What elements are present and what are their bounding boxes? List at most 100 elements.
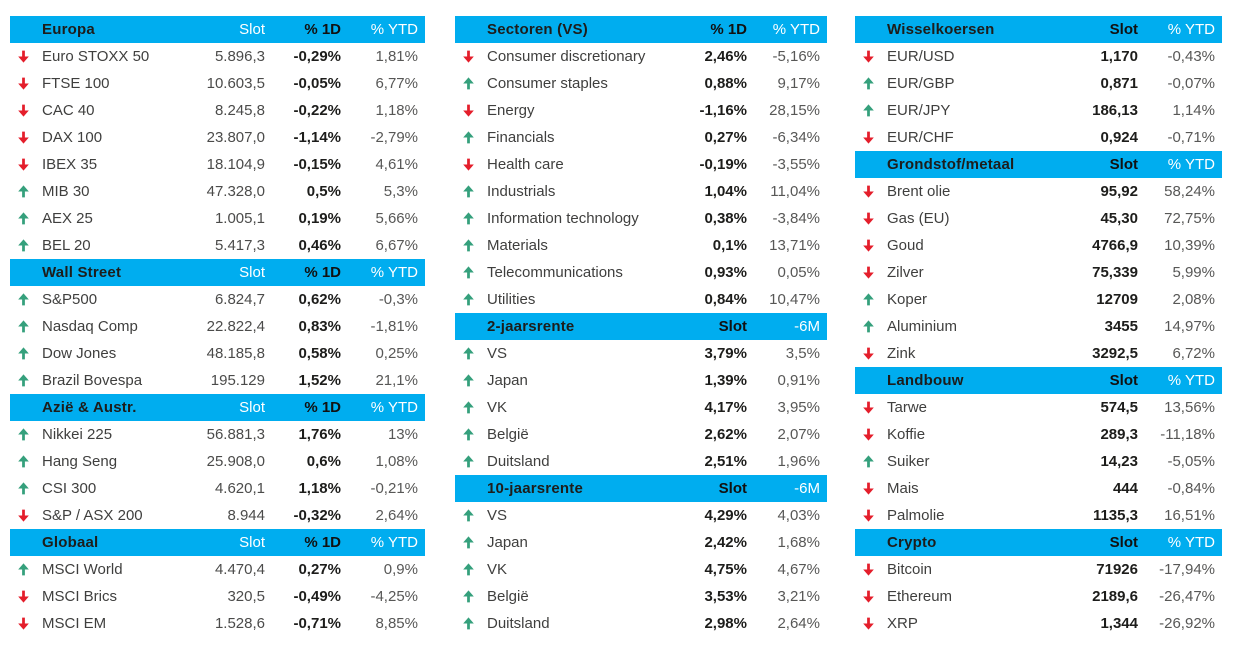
value-cell: 1,96% [777, 453, 820, 470]
value-cell: 75,339 [1092, 264, 1138, 281]
instrument-name: Nikkei 225 [42, 426, 113, 443]
up-arrow-icon [855, 291, 887, 308]
value-cell: 23.807,0 [206, 129, 265, 146]
table-row: Zilver 75,339 5,99% [855, 259, 1222, 286]
section-title: Grondstof/metaal [887, 156, 1015, 173]
value-cell: 10.603,5 [206, 75, 265, 92]
section: 2-jaarsrente Slot -6M VS 3,79% 3,5% Japan 1,39%… [455, 313, 827, 475]
up-arrow-icon [455, 264, 487, 281]
up-arrow-icon [855, 102, 887, 119]
table-row: Brazil Bovespa 195.129 1,52% 21,1% [10, 367, 425, 394]
instrument-name: Zilver [887, 264, 924, 281]
instrument-name: Nasdaq Comp [42, 318, 138, 335]
value-cell: 6.824,7 [214, 291, 265, 308]
instrument-name: AEX 25 [42, 210, 93, 227]
value-cell: 5,3% [383, 183, 418, 200]
down-arrow-icon [10, 48, 42, 65]
value-cell: 1.528,6 [214, 615, 265, 632]
up-arrow-icon [455, 345, 487, 362]
value-cell: -0,22% [293, 102, 341, 119]
table-row: MSCI EM 1.528,6 -0,71% 8,85% [10, 610, 425, 637]
instrument-name: Brent olie [887, 183, 951, 200]
table-row: Bitcoin 71926 -17,94% [855, 556, 1222, 583]
instrument-name: Health care [487, 156, 564, 173]
down-arrow-icon [10, 615, 42, 632]
value-cell: 8.944 [227, 507, 265, 524]
value-cell: -0,29% [293, 48, 341, 65]
value-cell: 3,79% [704, 345, 747, 362]
instrument-name: Koffie [887, 426, 926, 443]
column-header: % YTD [370, 534, 418, 551]
value-cell: 1,14% [1172, 102, 1215, 119]
value-cell: 195.129 [210, 372, 265, 389]
section: Wisselkoersen Slot % YTD EUR/USD 1,170 -0,43%… [855, 16, 1222, 151]
value-cell: 0,27% [298, 561, 341, 578]
value-cell: 8.245,8 [214, 102, 265, 119]
table-row: Materials 0,1% 13,71% [455, 232, 827, 259]
instrument-name: S&P / ASX 200 [42, 507, 143, 524]
value-cell: 0,88% [704, 75, 747, 92]
table-row: Hang Seng 25.908,0 0,6% 1,08% [10, 448, 425, 475]
table-row: BEL 20 5.417,3 0,46% 6,67% [10, 232, 425, 259]
table-row: Utilities 0,84% 10,47% [455, 286, 827, 313]
value-cell: 11,04% [770, 183, 820, 200]
down-arrow-icon [10, 102, 42, 119]
value-cell: 1,18% [298, 480, 341, 497]
table-row: Duitsland 2,51% 1,96% [455, 448, 827, 475]
table-row: België 3,53% 3,21% [455, 583, 827, 610]
table-row: S&P / ASX 200 8.944 -0,32% 2,64% [10, 502, 425, 529]
value-cell: 0,38% [704, 210, 747, 227]
value-cell: 1,18% [375, 102, 418, 119]
value-cell: -3,55% [772, 156, 820, 173]
instrument-name: Utilities [487, 291, 536, 308]
section-title: Landbouw [887, 372, 964, 389]
column-1: Sectoren (VS) % 1D % YTD Consumer discretio… [455, 16, 827, 637]
section-header: Wall Street Slot % 1D % YTD [10, 259, 425, 286]
table-row: AEX 25 1.005,1 0,19% 5,66% [10, 205, 425, 232]
instrument-name: IBEX 35 [42, 156, 98, 173]
up-arrow-icon [455, 561, 487, 578]
instrument-name: S&P500 [42, 291, 98, 308]
value-cell: 444 [1112, 480, 1138, 497]
column-header: Slot [239, 534, 265, 551]
instrument-name: Euro STOXX 50 [42, 48, 150, 65]
value-cell: -0,71% [1167, 129, 1215, 146]
instrument-name: Duitsland [487, 453, 550, 470]
table-row: Aluminium 3455 14,97% [855, 313, 1222, 340]
table-row: Industrials 1,04% 11,04% [455, 178, 827, 205]
instrument-name: VK [487, 561, 508, 578]
value-cell: 16,51% [1164, 507, 1215, 524]
table-row: IBEX 35 18.104,9 -0,15% 4,61% [10, 151, 425, 178]
value-cell: 1,04% [704, 183, 747, 200]
down-arrow-icon [855, 399, 887, 416]
table-row: Consumer staples 0,88% 9,17% [455, 70, 827, 97]
up-arrow-icon [855, 453, 887, 470]
column-header: % YTD [370, 21, 418, 38]
value-cell: 25.908,0 [206, 453, 265, 470]
value-cell: 95,92 [1100, 183, 1138, 200]
value-cell: 4,67% [777, 561, 820, 578]
instrument-name: Mais [887, 480, 919, 497]
value-cell: -4,25% [370, 588, 418, 605]
value-cell: -1,16% [699, 102, 747, 119]
value-cell: 1,39% [704, 372, 747, 389]
instrument-name: Telecommunications [487, 264, 623, 281]
instrument-name: Suiker [887, 453, 930, 470]
section-title: 10-jaarsrente [487, 480, 583, 497]
value-cell: 45,30 [1100, 210, 1138, 227]
section: Azië & Austr. Slot % 1D % YTD Nikkei 225 56.8… [10, 394, 425, 529]
value-cell: -5,05% [1167, 453, 1215, 470]
column-header: Slot [718, 318, 747, 335]
down-arrow-icon [855, 588, 887, 605]
column-header: % YTD [370, 399, 418, 416]
value-cell: 0,27% [704, 129, 747, 146]
value-cell: 1,170 [1100, 48, 1138, 65]
value-cell: -6,34% [772, 129, 820, 146]
table-row: Duitsland 2,98% 2,64% [455, 610, 827, 637]
down-arrow-icon [855, 264, 887, 281]
value-cell: 58,24% [1164, 183, 1215, 200]
table-row: MSCI Brics 320,5 -0,49% -4,25% [10, 583, 425, 610]
column-header: % 1D [304, 399, 341, 416]
section-header: Sectoren (VS) % 1D % YTD [455, 16, 827, 43]
table-row: Nikkei 225 56.881,3 1,76% 13% [10, 421, 425, 448]
